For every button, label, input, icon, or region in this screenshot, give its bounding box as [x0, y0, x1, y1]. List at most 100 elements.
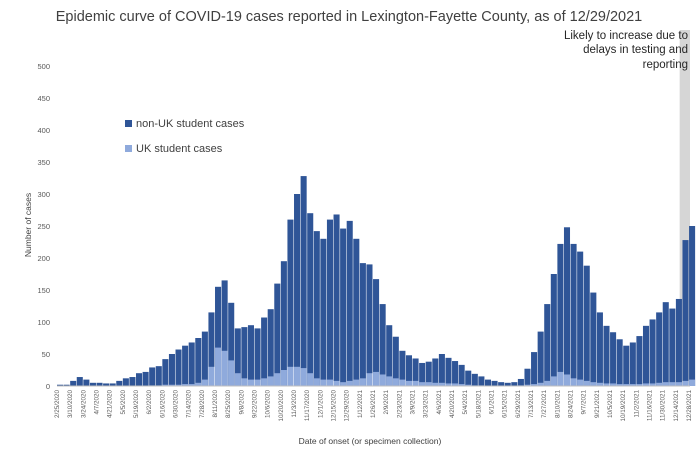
bar-non-uk — [649, 319, 656, 386]
bar-non-uk — [254, 328, 261, 386]
bar-uk — [537, 382, 544, 386]
x-tick-label: 9/7/2021 — [581, 390, 588, 415]
bar-non-uk — [504, 382, 511, 386]
x-tick-label: 3/24/2020 — [80, 390, 87, 419]
x-axis-label: Date of onset (or specimen collection) — [299, 436, 442, 446]
bar-non-uk — [636, 336, 643, 386]
bar-non-uk — [484, 379, 492, 386]
x-tick-label: 4/20/2021 — [449, 390, 456, 419]
bar-uk — [162, 384, 169, 386]
x-tick-label: 3/10/2020 — [67, 390, 74, 419]
bar-non-uk — [122, 378, 129, 386]
annotation: Likely to increase due to delays in test… — [564, 30, 688, 71]
bar-uk — [261, 378, 268, 386]
y-tick-label: 150 — [37, 286, 50, 295]
x-tick-label: 5/18/2021 — [475, 390, 482, 419]
bar-uk — [557, 371, 564, 386]
bar-non-uk — [280, 261, 287, 386]
x-tick-label: 2/25/2020 — [54, 390, 61, 419]
bar-non-uk — [215, 286, 222, 386]
bar-uk — [662, 382, 669, 386]
x-tick-label: 8/25/2020 — [225, 390, 232, 419]
x-tick-label: 2/9/2021 — [383, 390, 390, 415]
bar-uk — [346, 380, 353, 386]
bar-uk — [669, 382, 676, 386]
legend-swatch-uk — [125, 145, 132, 152]
bar-uk — [563, 374, 571, 386]
bar-uk — [300, 368, 307, 386]
bar-uk — [689, 379, 696, 386]
bar-non-uk — [57, 384, 64, 386]
bar-uk — [616, 384, 623, 386]
x-tick-label: 12/14/2021 — [673, 390, 680, 422]
bar-non-uk — [109, 383, 116, 386]
bar-non-uk — [570, 243, 577, 386]
bar-non-uk — [511, 382, 518, 386]
x-tick-label: 10/6/2020 — [265, 390, 272, 419]
y-tick-label: 350 — [37, 158, 50, 167]
x-tick-label: 3/9/2021 — [410, 390, 417, 415]
bar-non-uk — [195, 338, 202, 386]
bar-non-uk — [168, 354, 175, 386]
x-tick-label: 5/5/2020 — [120, 390, 127, 415]
uk-bars — [149, 347, 696, 386]
x-tick-label: 8/24/2021 — [568, 390, 575, 419]
bar-uk — [623, 384, 630, 386]
x-tick-label: 6/1/2021 — [489, 390, 496, 415]
bar-uk — [201, 379, 208, 386]
x-tick-label: 9/21/2021 — [594, 390, 601, 419]
bar-uk — [326, 379, 333, 386]
bar-uk — [570, 378, 577, 386]
bar-non-uk — [577, 251, 584, 386]
bar-non-uk — [234, 328, 241, 386]
bar-non-uk — [544, 304, 551, 386]
non-uk-bars — [57, 176, 696, 386]
bar-non-uk — [129, 377, 136, 386]
y-tick-label: 250 — [37, 222, 50, 231]
bar-uk — [642, 383, 650, 386]
y-tick-label: 100 — [37, 318, 50, 327]
bar-uk — [412, 380, 419, 386]
bar-uk — [432, 382, 439, 386]
bar-uk — [682, 380, 689, 386]
bar-non-uk — [274, 283, 281, 386]
x-tick-label: 7/13/2021 — [528, 390, 535, 419]
bar-uk — [287, 366, 294, 386]
bar-non-uk — [478, 376, 485, 386]
bar-non-uk — [583, 265, 590, 386]
bar-uk — [333, 380, 340, 386]
bar-non-uk — [465, 370, 472, 386]
bar-non-uk — [353, 238, 360, 386]
x-tick-label: 9/8/2020 — [238, 390, 245, 415]
bar-uk — [379, 374, 386, 386]
bar-non-uk — [616, 339, 623, 386]
bar-uk — [366, 373, 373, 386]
bar-non-uk — [201, 331, 208, 386]
x-tick-label: 7/14/2020 — [186, 390, 193, 419]
bar-uk — [168, 384, 175, 386]
bar-non-uk — [287, 219, 294, 386]
bar-uk — [452, 383, 459, 386]
x-tick-label: 4/7/2020 — [94, 390, 101, 415]
bar-non-uk — [155, 366, 162, 386]
bar-uk — [465, 384, 472, 386]
bar-non-uk — [537, 331, 544, 386]
bar-uk — [267, 376, 274, 386]
bar-non-uk — [379, 304, 386, 386]
bar-uk — [524, 384, 531, 386]
bar-non-uk — [228, 302, 235, 386]
bar-uk — [175, 384, 182, 386]
bar-non-uk — [392, 336, 399, 386]
bar-uk — [550, 376, 557, 386]
y-tick-label: 200 — [37, 254, 50, 263]
y-tick-label: 450 — [37, 94, 50, 103]
x-tick-label: 4/6/2021 — [436, 390, 443, 415]
bar-uk — [320, 379, 327, 386]
x-tick-label: 3/23/2021 — [423, 390, 430, 419]
bar-non-uk — [89, 382, 96, 386]
x-tick-label: 7/27/2021 — [541, 390, 548, 419]
bar-non-uk — [175, 349, 182, 386]
bar-non-uk — [241, 327, 248, 386]
bar-non-uk — [333, 214, 340, 386]
